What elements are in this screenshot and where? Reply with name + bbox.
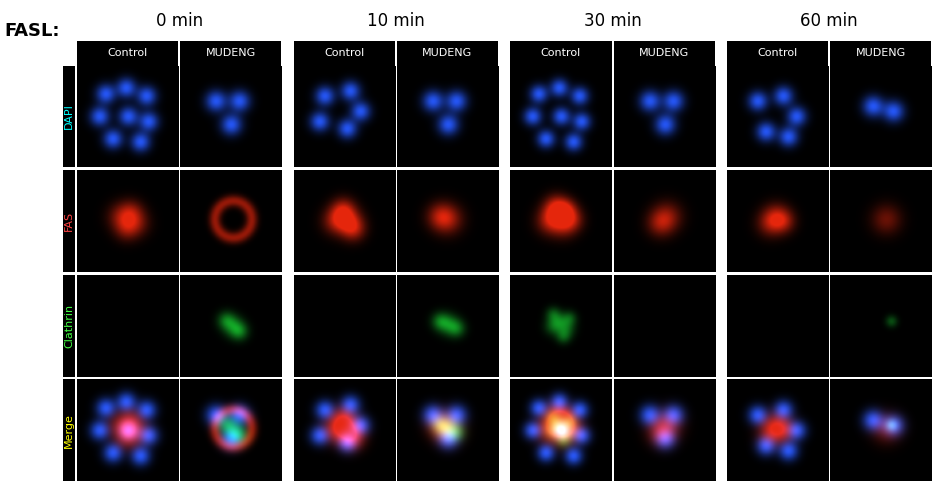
Text: Control: Control [758, 48, 798, 58]
Text: MUDENG: MUDENG [206, 48, 256, 58]
Text: FAS: FAS [64, 211, 74, 231]
Text: Clathrin: Clathrin [64, 304, 74, 348]
Text: FASL:: FASL: [5, 22, 60, 40]
Text: DAPI: DAPI [64, 104, 74, 129]
Text: 60 min: 60 min [800, 12, 858, 30]
Text: 10 min: 10 min [367, 12, 424, 30]
Text: MUDENG: MUDENG [855, 48, 906, 58]
Text: MUDENG: MUDENG [423, 48, 472, 58]
Text: Control: Control [324, 48, 364, 58]
Text: Control: Control [541, 48, 581, 58]
Text: MUDENG: MUDENG [639, 48, 689, 58]
Text: Control: Control [108, 48, 147, 58]
Text: Merge: Merge [64, 413, 74, 448]
Text: 30 min: 30 min [584, 12, 641, 30]
Text: 0 min: 0 min [156, 12, 203, 30]
